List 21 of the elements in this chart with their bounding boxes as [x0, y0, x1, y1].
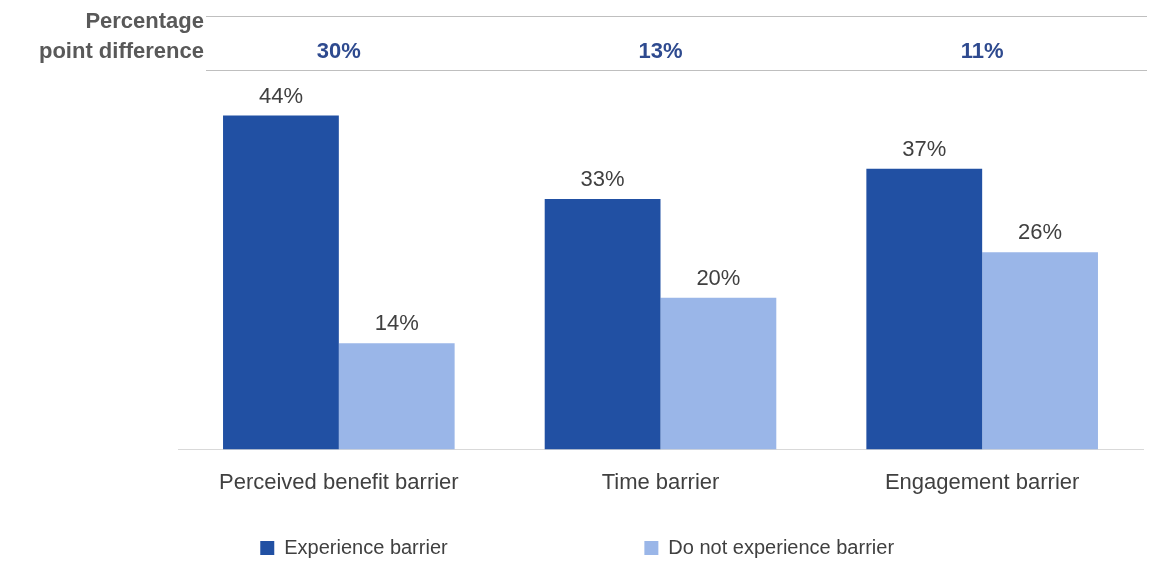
bar: [660, 297, 777, 450]
x-tick-label: Engagement barrier: [884, 468, 1080, 494]
data-label: 20%: [696, 264, 741, 290]
data-label: 14%: [374, 310, 419, 336]
text: 30%: [316, 38, 361, 64]
text: 13%: [638, 38, 683, 64]
data-label: 26%: [1018, 219, 1063, 245]
text: Percentage point difference: [38, 8, 204, 64]
x-tick-label: Perceived benefit barrier: [218, 468, 459, 494]
bar: [866, 168, 983, 450]
x-tick-label: Time barrier: [601, 468, 720, 494]
data-label: 37%: [902, 135, 947, 161]
legend-label: Experience barrier: [284, 535, 615, 558]
bar: [223, 115, 339, 450]
data-label: 33%: [580, 166, 625, 192]
data-label: 44%: [258, 82, 303, 108]
bar: [338, 343, 455, 450]
bar: [544, 199, 661, 450]
bar: [982, 252, 1098, 450]
legend-label: Do not experience barrier: [668, 535, 1061, 558]
text: 11%: [960, 38, 1004, 64]
